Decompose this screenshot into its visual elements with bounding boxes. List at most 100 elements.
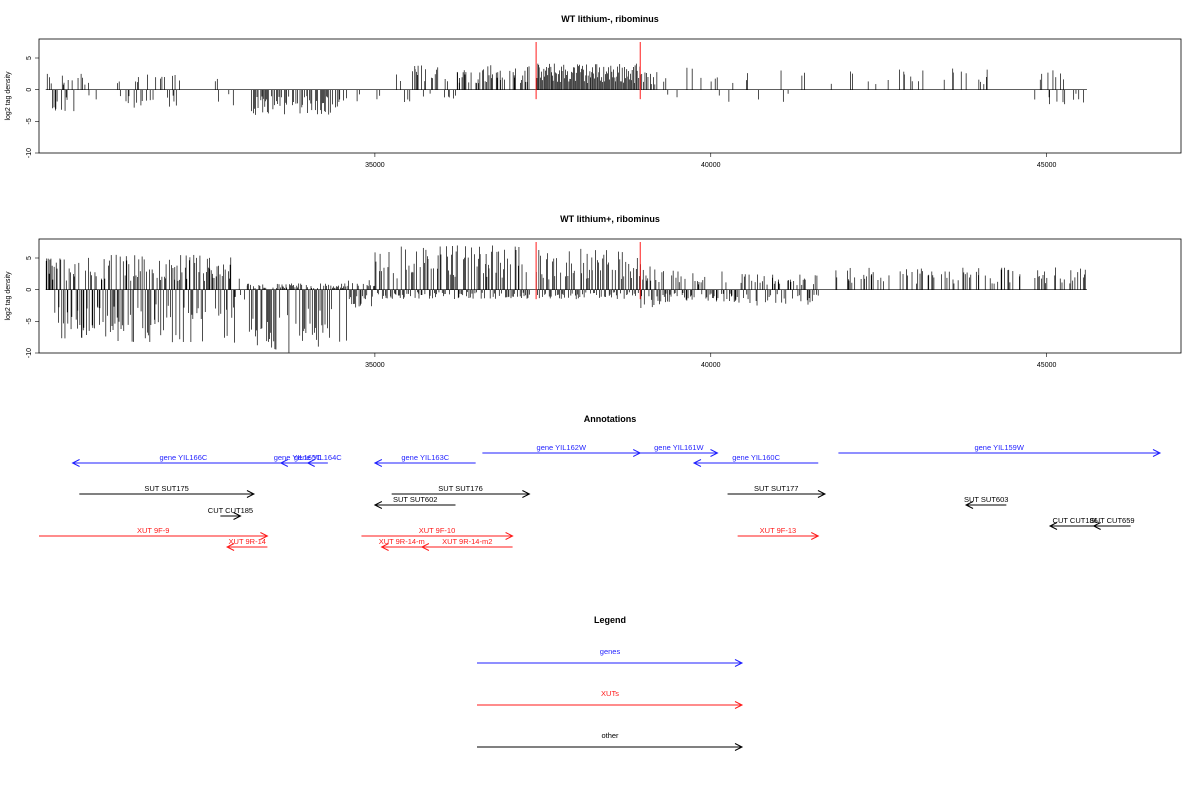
annotation-feature: SUT SUT176 bbox=[391, 484, 531, 498]
legend-label: XUTs bbox=[601, 689, 619, 698]
feature-label: SUT SUT176 bbox=[438, 484, 482, 493]
arrow-head bbox=[420, 543, 430, 551]
y-tick-label: -10 bbox=[26, 348, 33, 358]
legend-title: Legend bbox=[594, 615, 626, 625]
x-tick-label: 45000 bbox=[1037, 362, 1057, 369]
arrow-head bbox=[1048, 522, 1058, 530]
x-tick-label: 35000 bbox=[365, 362, 385, 369]
legend-item: other bbox=[477, 731, 744, 751]
annotation-feature: XUT 9R-14 bbox=[225, 537, 268, 551]
arrow-head bbox=[380, 543, 389, 551]
feature-label: SUT SUT175 bbox=[144, 484, 188, 493]
feature-label: gene YIL160C bbox=[732, 453, 780, 462]
annotation-feature: XUT 9F-10 bbox=[361, 526, 514, 540]
annotation-feature: gene YIL166C bbox=[71, 453, 295, 467]
feature-label: SUT SUT602 bbox=[393, 495, 437, 504]
annotation-feature: SUT SUT177 bbox=[727, 484, 827, 498]
y-tick-label: -10 bbox=[26, 148, 33, 158]
arrow-head bbox=[692, 459, 702, 467]
legend-item: genes bbox=[477, 647, 744, 667]
panel-1-title: WT lithium-, ribominus bbox=[561, 14, 659, 24]
feature-label: SUT SUT177 bbox=[754, 484, 798, 493]
annotation-feature: SUT SUT602 bbox=[373, 495, 456, 509]
legend-label: genes bbox=[600, 647, 621, 656]
y-tick-label: 5 bbox=[26, 56, 33, 60]
annotation-feature: gene YIL163C bbox=[373, 453, 476, 467]
density-bars bbox=[45, 245, 1086, 353]
panel-2-plot: -10 -5 0 5 log2 tag density 35000 40000 45000 bbox=[5, 238, 1182, 369]
x-tick-label: 35000 bbox=[365, 162, 385, 169]
plot-frame bbox=[38, 38, 1182, 154]
arrow-head bbox=[306, 459, 315, 467]
arrow-head bbox=[505, 532, 514, 540]
x-tick-label: 45000 bbox=[1037, 162, 1057, 169]
annotation-feature: gene YIL162W bbox=[482, 443, 642, 457]
arrow-head bbox=[811, 532, 820, 540]
annotation-feature: SUT SUT175 bbox=[79, 484, 256, 498]
annotation-feature: gene YIL160C bbox=[692, 453, 819, 467]
panel-2-title: WT lithium+, ribominus bbox=[560, 214, 660, 224]
annotation-feature: SUT SUT603 bbox=[964, 495, 1008, 509]
feature-label: XUT 9R-14 bbox=[229, 537, 266, 546]
arrow-head bbox=[1092, 522, 1101, 530]
arrow-head bbox=[260, 532, 269, 540]
plot-frame bbox=[38, 238, 1182, 354]
y-tick-label: -5 bbox=[26, 318, 33, 324]
arrow-head bbox=[734, 743, 744, 751]
feature-label: XUT 9F-9 bbox=[137, 526, 169, 535]
y-tick-label: 5 bbox=[26, 256, 33, 260]
annotation-feature: gene YIL161W bbox=[640, 443, 719, 457]
annotation-feature: SUT CUT659 bbox=[1090, 516, 1135, 530]
feature-label: gene YIL165C bbox=[274, 453, 322, 462]
legend-item: XUTs bbox=[477, 689, 744, 709]
feature-label: gene YIL163C bbox=[401, 453, 449, 462]
legend: genes XUTs other bbox=[477, 647, 744, 751]
arrow-head bbox=[734, 659, 744, 667]
y-axis-label: log2 tag density bbox=[5, 71, 12, 121]
arrow-head bbox=[734, 701, 744, 709]
feature-label: gene YIL162W bbox=[537, 443, 587, 452]
arrow-head bbox=[817, 490, 827, 498]
legend-label: other bbox=[601, 731, 619, 740]
annotation-feature: CUT CUT185 bbox=[208, 506, 253, 520]
feature-label: CUT CUT186 bbox=[1053, 516, 1098, 525]
annotations-title: Annotations bbox=[584, 414, 637, 424]
feature-label: gene YIL164C bbox=[294, 453, 342, 462]
annotation-feature: XUT 9R-14-m bbox=[379, 537, 425, 551]
arrow-head bbox=[225, 543, 235, 551]
y-axis-label: log2 tag density bbox=[5, 271, 12, 321]
arrow-head bbox=[246, 490, 256, 498]
arrow-head bbox=[373, 459, 383, 467]
arrow-head bbox=[1152, 449, 1162, 457]
x-tick-label: 40000 bbox=[701, 162, 721, 169]
feature-label: XUT 9F-13 bbox=[760, 526, 797, 535]
feature-label: SUT SUT603 bbox=[964, 495, 1008, 504]
arrow-head bbox=[964, 501, 974, 509]
arrow-head bbox=[233, 512, 242, 520]
annotation-feature: gene YIL164C bbox=[294, 453, 342, 467]
arrow-head bbox=[373, 501, 383, 509]
arrow-head bbox=[279, 459, 289, 467]
feature-label: XUT 9F-10 bbox=[419, 526, 456, 535]
feature-label: gene YIL159W bbox=[974, 443, 1024, 452]
arrow-head bbox=[710, 449, 719, 457]
annotation-feature: XUT 9F-13 bbox=[737, 526, 820, 540]
annotation-feature: XUT 9F-9 bbox=[39, 526, 269, 540]
arrow-head bbox=[522, 490, 531, 498]
feature-label: XUT 9R-14-m2 bbox=[442, 537, 492, 546]
feature-label: gene YIL161W bbox=[654, 443, 704, 452]
x-tick-label: 40000 bbox=[701, 362, 721, 369]
arrow-head bbox=[71, 459, 80, 467]
feature-label: SUT CUT659 bbox=[1090, 516, 1135, 525]
feature-label: CUT CUT185 bbox=[208, 506, 253, 515]
annotation-feature: XUT 9R-14-m2 bbox=[420, 537, 513, 551]
feature-label: gene YIL166C bbox=[160, 453, 208, 462]
y-tick-label: 0 bbox=[26, 88, 33, 92]
feature-label: XUT 9R-14-m bbox=[379, 537, 425, 546]
density-bars bbox=[46, 63, 1085, 115]
annotation-feature: gene YIL159W bbox=[838, 443, 1162, 457]
panel-1-plot: -10 -5 0 5 log2 tag density 35000 40000 45000 bbox=[5, 38, 1182, 169]
y-tick-label: -5 bbox=[26, 118, 33, 124]
